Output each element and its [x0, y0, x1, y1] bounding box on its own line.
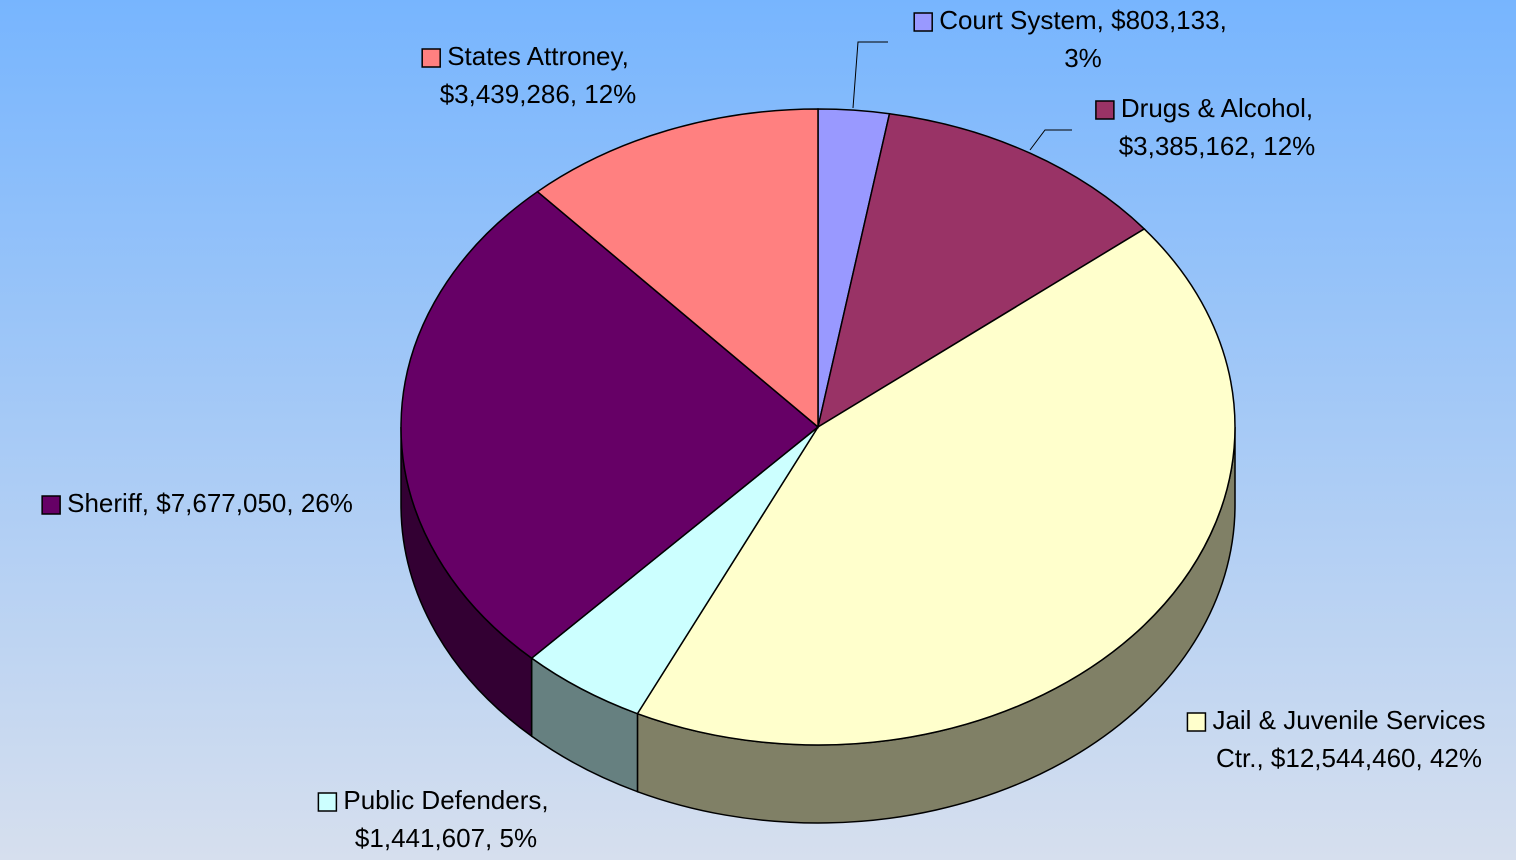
data-label: Ctr., $12,544,460, 42%	[1216, 743, 1482, 773]
legend-key	[421, 48, 441, 68]
data-label: 3%	[1064, 43, 1102, 73]
pie-slice	[636, 227, 1236, 746]
data-label: Drugs & Alcohol,	[1121, 93, 1313, 123]
data-label: $3,385,162, 12%	[1119, 131, 1316, 161]
legend-key	[317, 792, 338, 812]
data-labels: Court System, $803,133, 3% Drugs & Alcohol…	[41, 5, 1486, 853]
pie-slice	[400, 190, 820, 660]
leader-line	[852, 41, 888, 109]
leader-line	[1029, 129, 1072, 151]
legend-key	[913, 12, 933, 32]
legend-key	[1095, 100, 1115, 120]
legend-key	[1186, 712, 1207, 732]
data-label: States Attroney,	[447, 41, 629, 71]
data-label: $3,439,286, 12%	[440, 79, 637, 109]
data-label: Court System, $803,133,	[939, 5, 1227, 35]
legend-key	[41, 495, 61, 515]
data-label: Public Defenders,	[343, 785, 548, 815]
data-label: $1,441,607, 5%	[355, 823, 537, 853]
pie-slice	[536, 108, 819, 429]
pie-slice	[816, 112, 1146, 429]
data-label: Sheriff, $7,677,050, 26%	[67, 488, 353, 518]
data-label: Jail & Juvenile Services	[1212, 705, 1485, 735]
pie-tops	[400, 108, 1236, 746]
